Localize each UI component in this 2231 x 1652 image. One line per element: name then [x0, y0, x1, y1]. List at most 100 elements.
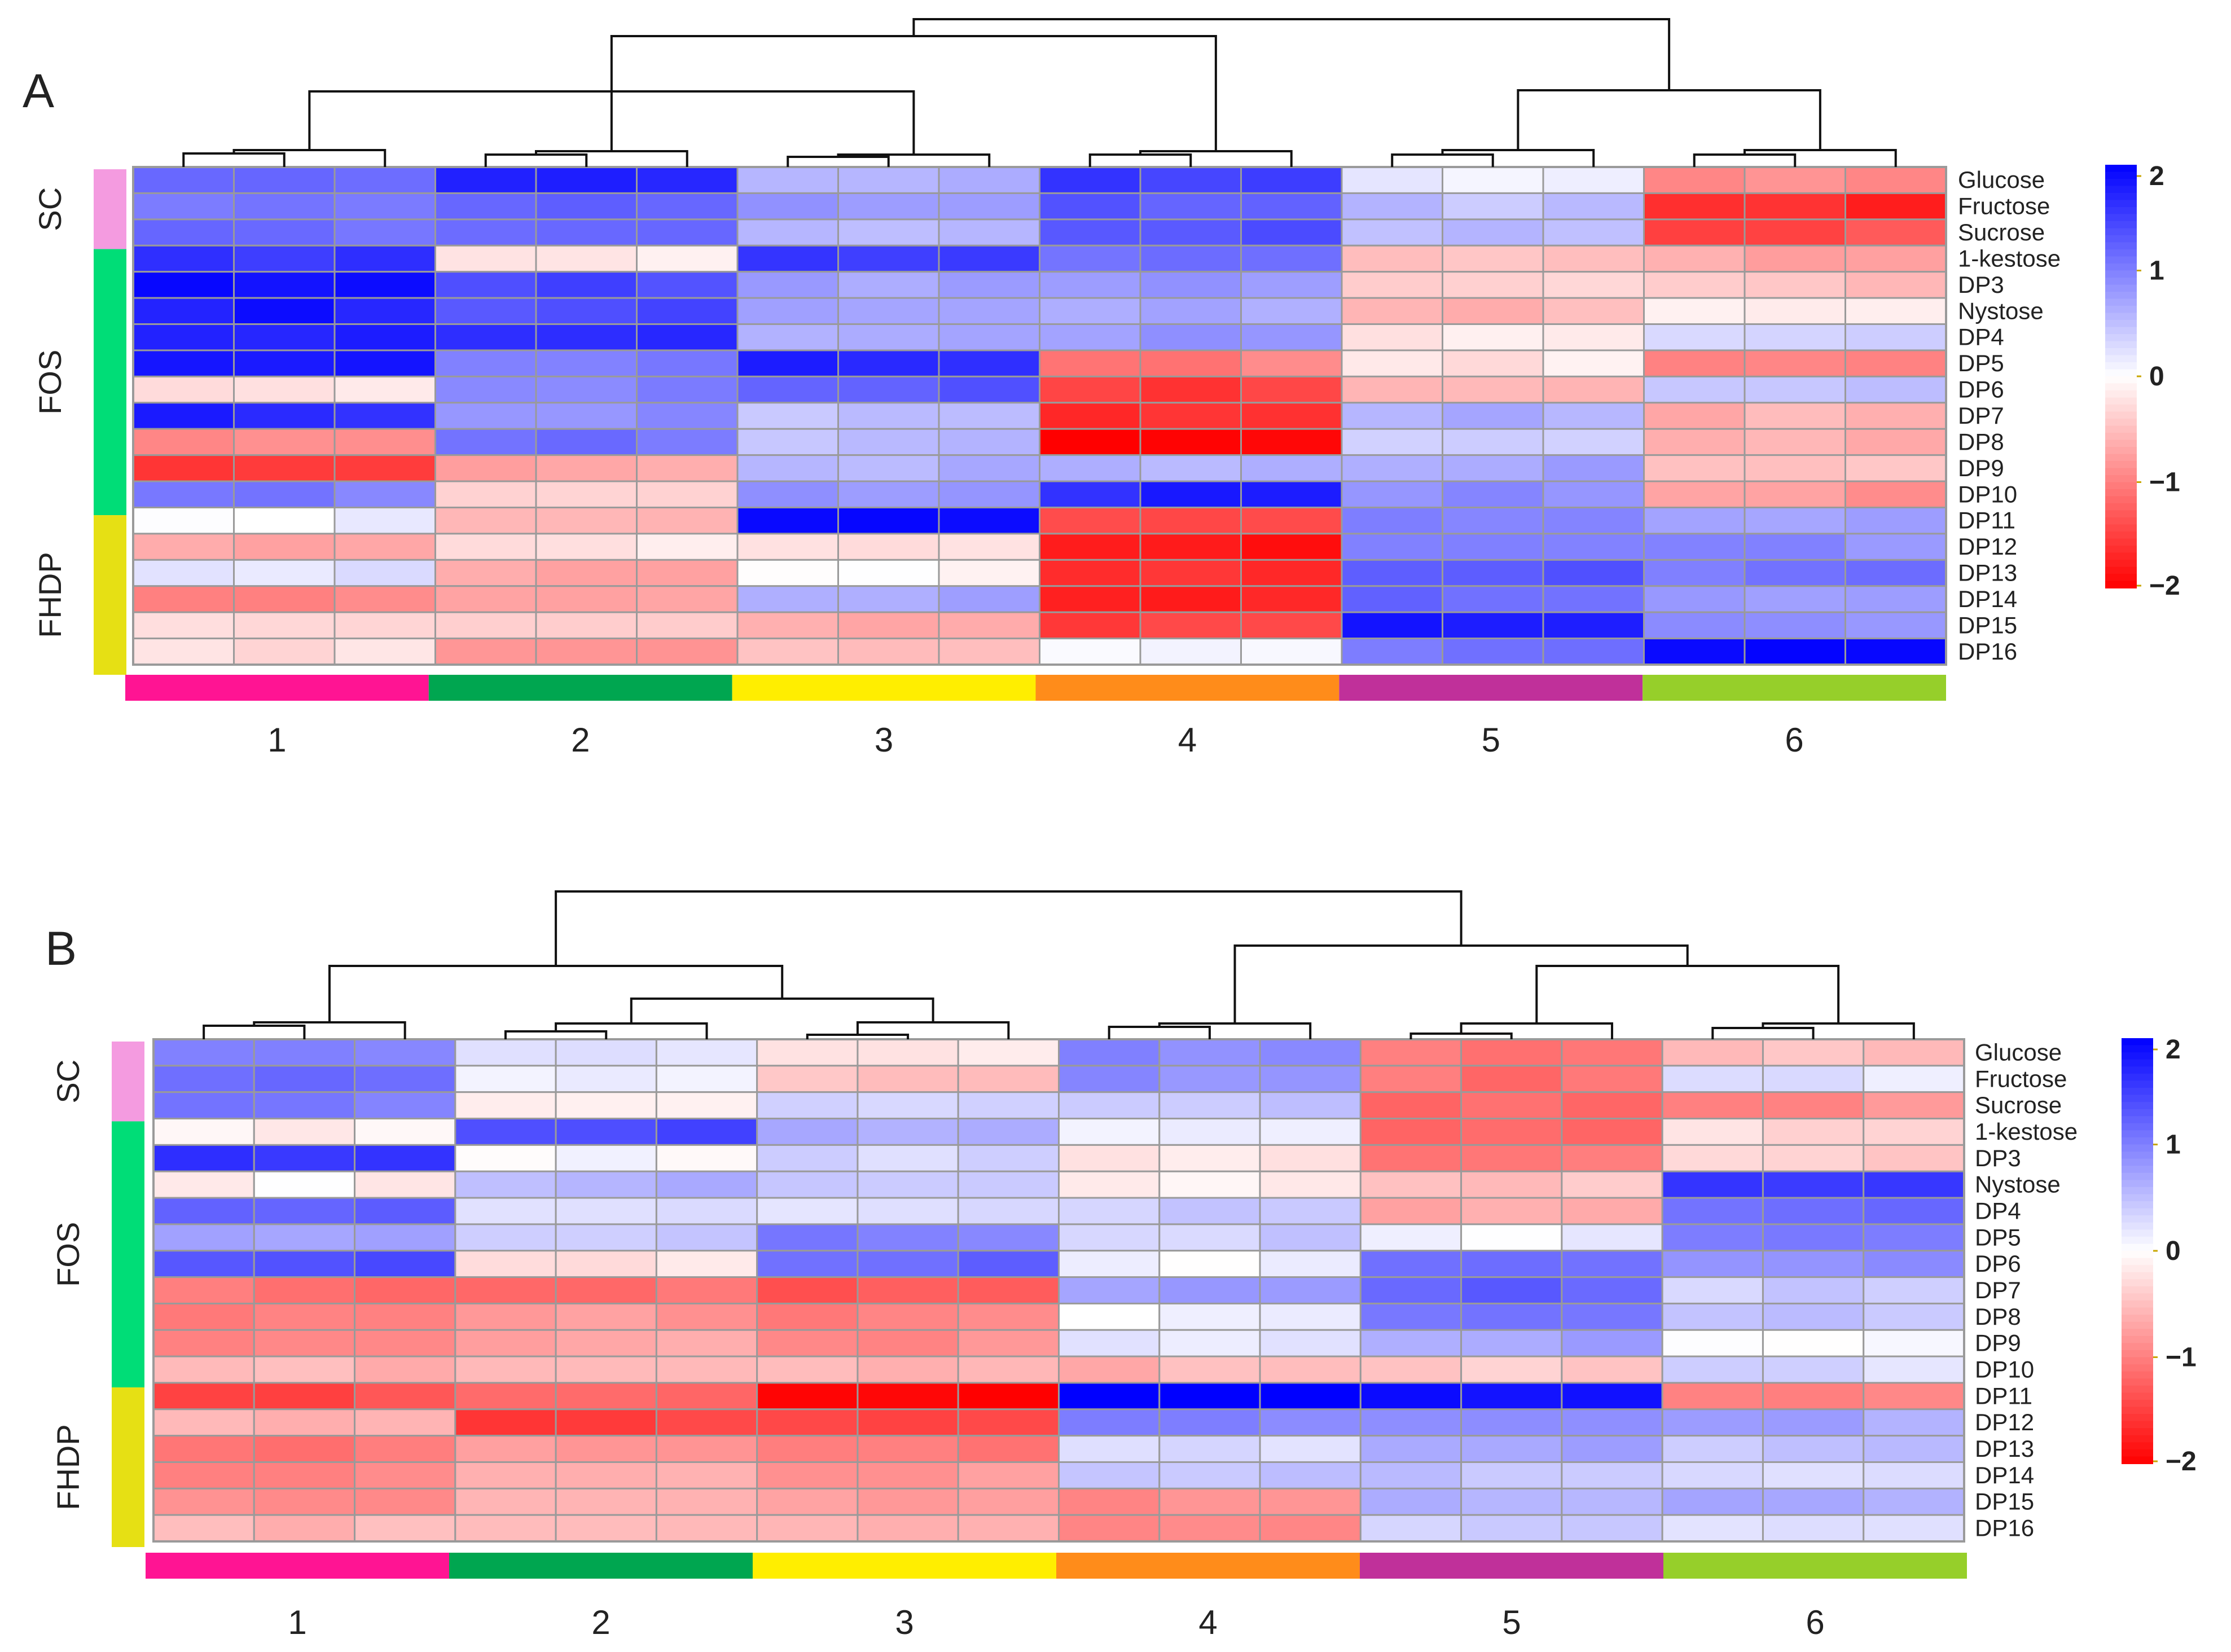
heatmap-cell — [1259, 1091, 1362, 1120]
heatmap-cell — [253, 1461, 356, 1490]
heatmap-cell — [333, 271, 436, 299]
row-label: DP9 — [1958, 455, 2004, 481]
heatmap-cell — [233, 244, 336, 273]
heatmap-cell — [756, 1435, 859, 1463]
heatmap-cell — [1661, 1461, 1764, 1490]
heatmap-cell — [1661, 1435, 1764, 1463]
heatmap-cell — [1561, 1091, 1663, 1120]
heatmap-cell — [1058, 1302, 1161, 1331]
heatmap-cell — [938, 638, 1040, 666]
heatmap-cell — [454, 1170, 557, 1199]
heatmap-cell — [1039, 585, 1141, 613]
heatmap-cell — [756, 1514, 859, 1543]
row-label: DP11 — [1975, 1382, 2032, 1409]
heatmap-cell — [1863, 1382, 1965, 1411]
heatmap-cell — [938, 297, 1040, 326]
legend-gradient-step — [2122, 1059, 2153, 1067]
heatmap-cell — [1240, 611, 1343, 640]
column-label: 4 — [1178, 721, 1197, 759]
legend-gradient-step — [2105, 298, 2137, 306]
heatmap-cell — [1762, 1091, 1865, 1120]
heatmap-cell — [454, 1302, 557, 1331]
heatmap-cell — [1039, 611, 1141, 640]
legend-gradient-step — [2105, 524, 2137, 532]
row-group-label: FOS — [32, 350, 68, 415]
heatmap-cell — [535, 585, 638, 613]
legend-gradient-step — [2122, 1335, 2153, 1344]
heatmap-cell — [1058, 1144, 1161, 1172]
heatmap-cell — [1158, 1223, 1261, 1252]
heatmap-cell — [1359, 1382, 1463, 1411]
heatmap-cell — [535, 375, 638, 404]
heatmap-cell — [1341, 166, 1443, 194]
heatmap-cell — [555, 1382, 657, 1411]
legend-gradient-step — [2105, 552, 2137, 560]
heatmap-cell — [1442, 271, 1544, 299]
heatmap-cell — [655, 1276, 758, 1304]
heatmap-cell — [857, 1065, 959, 1093]
heatmap-cell — [1058, 1355, 1161, 1384]
legend-gradient-step — [2122, 1045, 2153, 1053]
heatmap-cell — [857, 1091, 959, 1120]
heatmap-cell — [1259, 1118, 1362, 1146]
heatmap-cell — [535, 349, 638, 377]
heatmap-cell — [1058, 1382, 1161, 1411]
heatmap-cell — [736, 428, 839, 456]
heatmap-cell — [1661, 1408, 1764, 1437]
heatmap-cell — [1442, 297, 1544, 326]
heatmap-cell — [152, 1250, 255, 1278]
heatmap-cell — [132, 323, 235, 352]
heatmap-cell — [736, 192, 839, 221]
column-group-bar — [1642, 675, 1946, 701]
legend-gradient-step — [2122, 1378, 2153, 1386]
heatmap-cell — [756, 1144, 859, 1172]
heatmap-cell — [1058, 1118, 1161, 1146]
heatmap-cell — [535, 533, 638, 561]
row-label: DP15 — [1975, 1488, 2034, 1515]
heatmap-cell — [655, 1435, 758, 1463]
heatmap-cell — [354, 1170, 456, 1199]
row-label: DP14 — [1975, 1462, 2034, 1488]
heatmap-cell — [837, 375, 940, 404]
heatmap-cell — [957, 1435, 1060, 1463]
heatmap-cell — [1844, 218, 1947, 247]
row-label: DP12 — [1975, 1409, 2034, 1435]
heatmap-cell — [837, 480, 940, 508]
heatmap-cell — [1359, 1302, 1463, 1331]
heatmap-cell — [1762, 1144, 1865, 1172]
heatmap-cell — [1542, 192, 1645, 221]
heatmap-cell — [152, 1170, 255, 1199]
heatmap-cell — [1743, 506, 1846, 535]
heatmap-cell — [1844, 402, 1947, 430]
heatmap-cell — [938, 402, 1040, 430]
heatmap-cell — [354, 1118, 456, 1146]
heatmap-cell — [1762, 1250, 1865, 1278]
heatmap-cell — [857, 1435, 959, 1463]
row-group-label: SC — [32, 187, 68, 231]
heatmap-cell — [1442, 375, 1544, 404]
legend-gradient-step — [2122, 1215, 2153, 1223]
legend-gradient-step — [2122, 1343, 2153, 1351]
heatmap-cell — [736, 218, 839, 247]
heatmap-cell — [1460, 1276, 1563, 1304]
heatmap-cell — [736, 559, 839, 587]
row-label: Nystose — [1958, 297, 2044, 324]
legend-tick-label: 1 — [2166, 1130, 2181, 1160]
heatmap-cell — [655, 1487, 758, 1516]
heatmap-cell — [636, 585, 739, 613]
heatmap-cell — [655, 1408, 758, 1437]
heatmap-cell — [535, 192, 638, 221]
heatmap-cell — [1259, 1065, 1362, 1093]
row-label: DP3 — [1958, 271, 2004, 298]
heatmap-cell — [1058, 1038, 1161, 1067]
heatmap-cell — [1259, 1355, 1362, 1384]
heatmap-cell — [1863, 1514, 1965, 1543]
heatmap-cell — [1743, 402, 1846, 430]
heatmap-cell — [454, 1487, 557, 1516]
heatmap-cell — [555, 1118, 657, 1146]
heatmap-cell — [1542, 297, 1645, 326]
heatmap-cell — [1561, 1514, 1663, 1543]
heatmap-cell — [152, 1144, 255, 1172]
heatmap-cell — [1542, 218, 1645, 247]
heatmap-cell — [938, 533, 1040, 561]
